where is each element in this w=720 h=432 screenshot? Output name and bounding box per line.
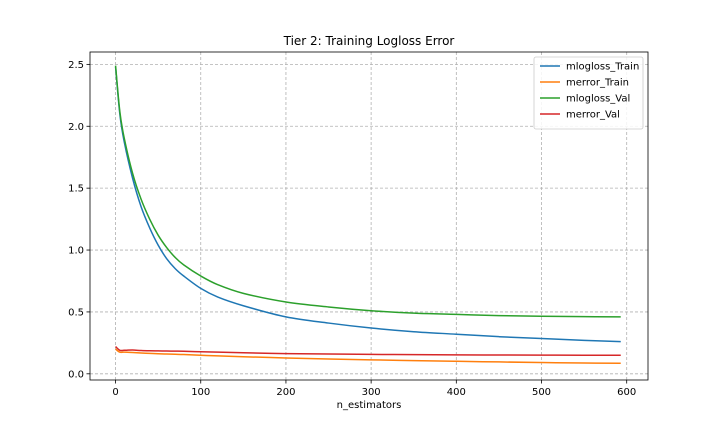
y-tick-label: 0.5 bbox=[68, 307, 84, 318]
series-line-merror-train bbox=[115, 348, 621, 365]
legend-label-merror-val: merror_Val bbox=[566, 110, 620, 121]
series-line-mlogloss-train bbox=[114, 66, 621, 343]
legend: mlogloss_Train merror_Train mlogloss_Valme… bbox=[533, 56, 644, 130]
x-tick-label: 300 bbox=[362, 387, 381, 398]
axis-ticks: 0 100 200 300 400 500 600 0.0 0.5 1.0 1.5 2.0 2.5 bbox=[68, 60, 636, 398]
legend-label-mlogloss-val: mlogloss_Val bbox=[566, 94, 630, 105]
series-line-mlogloss-val bbox=[114, 65, 621, 318]
x-tick-label: 100 bbox=[191, 387, 210, 398]
y-tick-label: 1.5 bbox=[68, 184, 84, 195]
plot-frame bbox=[89, 51, 649, 381]
chart-title: Tier 2: Training Logloss Error bbox=[283, 34, 455, 48]
x-tick-label: 0 bbox=[112, 387, 118, 398]
series-lines bbox=[114, 65, 621, 365]
legend-label-mlogloss-train: mlogloss_Train bbox=[566, 62, 639, 73]
x-tick-label: 400 bbox=[447, 387, 466, 398]
x-axis-label: n_estimators bbox=[337, 400, 402, 411]
x-tick-label: 200 bbox=[276, 387, 295, 398]
y-tick-label: 1.0 bbox=[68, 246, 84, 257]
y-tick-label: 2.5 bbox=[68, 60, 84, 71]
series-line-merror-val bbox=[115, 346, 621, 357]
x-tick-label: 500 bbox=[532, 387, 551, 398]
y-tick-label: 0.0 bbox=[68, 369, 84, 380]
legend-box bbox=[533, 56, 644, 130]
x-tick-label: 600 bbox=[617, 387, 636, 398]
legend-label-merror-train: merror_Train bbox=[566, 78, 629, 89]
y-tick-label: 2.0 bbox=[68, 122, 84, 133]
